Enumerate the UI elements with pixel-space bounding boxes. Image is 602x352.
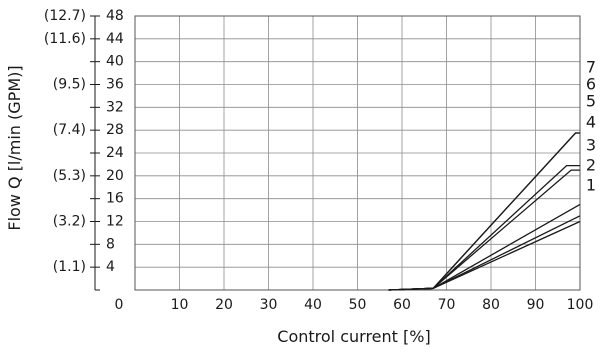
grid — [135, 16, 580, 290]
series-label-2: 2 — [586, 156, 596, 175]
y-axis — [90, 15, 100, 291]
series-lines — [388, 132, 581, 291]
y-tick-label-44: 44 — [106, 31, 124, 47]
y-secondary-tick-labels: (1.1) (3.2) (5.3) (7.4) (9.5) (11.6) (12.7) — [44, 8, 86, 275]
x-tick-label-30: 30 — [260, 297, 278, 313]
x-tick-label-50: 50 — [349, 297, 367, 313]
series-label-1: 1 — [586, 176, 596, 195]
x-tick-label-80: 80 — [482, 297, 500, 313]
y-tick-label-32: 32 — [106, 99, 124, 115]
series-line-5 — [388, 164, 580, 291]
y-tick-label-16: 16 — [106, 191, 124, 207]
y-tick-label-36: 36 — [106, 77, 124, 93]
x-axis-title: Control current [%] — [277, 327, 430, 346]
series-line-3 — [388, 203, 581, 291]
series-labels: 123 4 567 — [586, 58, 596, 195]
x-tick-label-0: 0 — [115, 297, 124, 313]
series-line-6 — [388, 132, 580, 291]
plot-border — [134, 15, 581, 291]
x-tick-label-10: 10 — [171, 297, 189, 313]
y-tick-label-48: 48 — [106, 8, 124, 24]
x-tick-label-60: 60 — [393, 297, 411, 313]
y-secondary-tick-label: (1.1) — [53, 259, 86, 275]
y-axis-title: Flow Q [l/min (GPM)] — [5, 65, 24, 230]
y-tick-label-12: 12 — [106, 214, 124, 230]
y-secondary-tick-label: (5.3) — [53, 168, 86, 184]
y-tick-label-24: 24 — [106, 145, 124, 161]
series-line-2 — [388, 215, 581, 291]
x-tick-label-70: 70 — [438, 297, 456, 313]
y-tick-label-28: 28 — [106, 122, 124, 138]
x-tick-label-40: 40 — [304, 297, 322, 313]
series-line-7 — [388, 132, 580, 291]
x-tick-label-100: 100 — [567, 297, 594, 313]
series-label-4: 4 — [586, 113, 596, 132]
y-tick-label-4: 4 — [106, 259, 115, 275]
series-label-6: 6 — [586, 75, 596, 94]
x-tick-label-90: 90 — [527, 297, 545, 313]
y-secondary-tick-label: (11.6) — [44, 31, 86, 47]
y-secondary-tick-label: (9.5) — [53, 77, 86, 93]
series-label-7: 7 — [586, 58, 596, 77]
x-tick-labels: 0 10 20 30 40 50 60 70 80 90 100 — [115, 297, 594, 313]
series-label-5: 5 — [586, 92, 596, 111]
y-secondary-tick-label: (7.4) — [53, 122, 86, 138]
y-tick-label-20: 20 — [106, 168, 124, 184]
series-label-3: 3 — [586, 136, 596, 155]
y-tick-label-40: 40 — [106, 54, 124, 70]
plot-frame — [134, 15, 581, 291]
y-tick-label-8: 8 — [106, 236, 115, 252]
y-secondary-tick-label: (12.7) — [44, 8, 86, 24]
x-tick-label-20: 20 — [215, 297, 233, 313]
y-secondary-tick-label: (3.2) — [53, 214, 86, 230]
